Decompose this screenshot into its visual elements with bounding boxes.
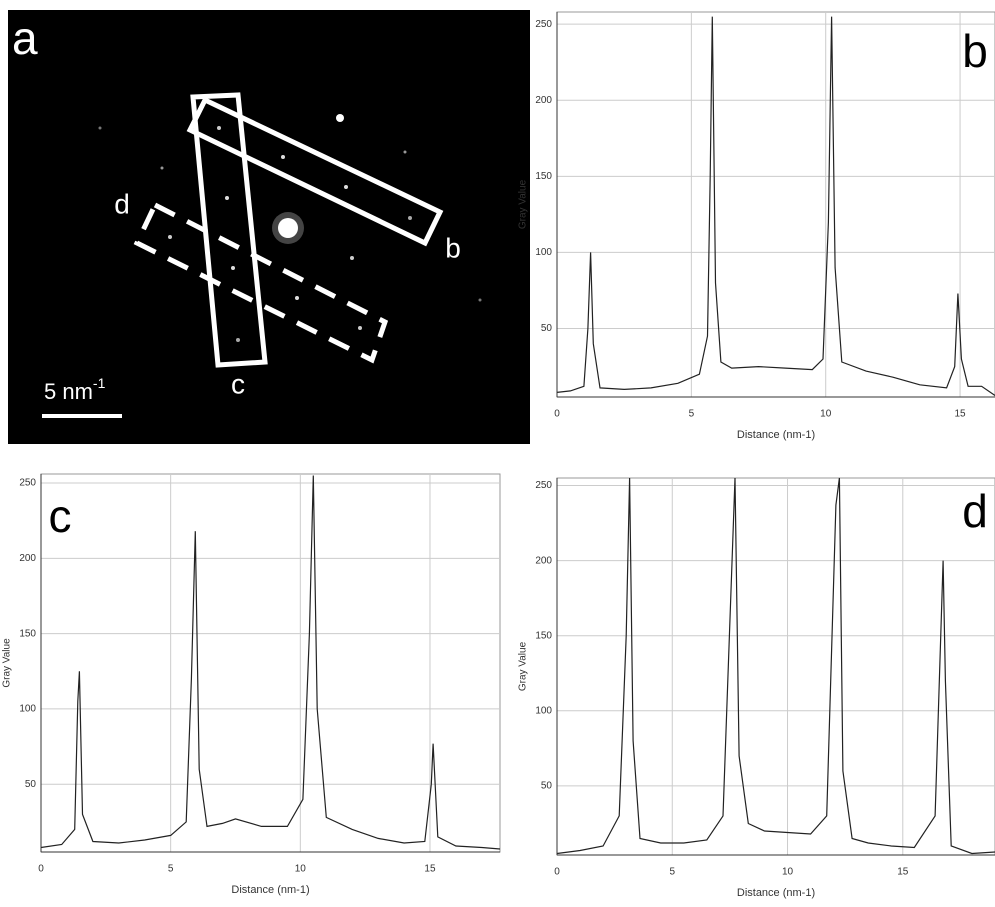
x-tick-label: 10 (820, 409, 832, 420)
x-axis-label: Distance (nm-1) (737, 887, 815, 899)
scale-bar (42, 414, 122, 418)
x-tick-label: 5 (689, 409, 695, 420)
spot (225, 196, 229, 200)
y-tick-label: 150 (535, 630, 552, 641)
y-tick-label: 250 (19, 478, 36, 489)
image-background (8, 10, 530, 444)
panel-label: b (962, 25, 988, 77)
spot (295, 296, 299, 300)
x-tick-label: 5 (669, 867, 675, 878)
y-tick-label: 50 (541, 781, 553, 792)
spot (278, 218, 298, 238)
spot (160, 166, 164, 170)
y-axis-label: Gray Value (518, 641, 529, 691)
spot (344, 185, 348, 189)
x-tick-label: 15 (424, 864, 436, 875)
y-tick-label: 200 (19, 553, 36, 564)
y-tick-label: 50 (25, 779, 37, 790)
roi-label: c (231, 368, 245, 399)
roi-box (190, 92, 268, 368)
y-axis-label: Gray Value (2, 638, 13, 688)
y-tick-label: 200 (535, 555, 552, 566)
y-tick-label: 100 (535, 247, 552, 258)
x-axis-label: Distance (nm-1) (737, 429, 815, 441)
spot (217, 126, 221, 130)
y-tick-label: 100 (19, 704, 36, 715)
profile-line (40, 475, 501, 850)
roi-label: b (445, 232, 461, 263)
spot (168, 235, 172, 239)
plot-area (556, 477, 995, 856)
x-axis-label: Distance (nm-1) (231, 884, 309, 896)
roi-label: d (114, 188, 130, 219)
roi-box (133, 201, 389, 364)
y-tick-label: 100 (535, 705, 552, 716)
spot (403, 150, 407, 154)
spot (98, 126, 102, 130)
spot (231, 266, 235, 270)
scale-bar-exponent: -1 (93, 375, 106, 391)
x-tick-label: 15 (897, 867, 909, 878)
y-tick-label: 200 (535, 95, 552, 106)
panel-label: a (12, 12, 38, 64)
spot (281, 155, 285, 159)
x-tick-label: 5 (168, 864, 174, 875)
panel-label: c (49, 490, 72, 542)
spot (236, 338, 240, 342)
x-tick-label: 0 (554, 867, 560, 878)
diffraction-image: a b c d 5 nm-1 (8, 10, 530, 444)
spot (408, 216, 412, 220)
y-tick-label: 250 (535, 19, 552, 30)
y-tick-label: 50 (541, 323, 553, 334)
x-tick-label: 0 (554, 409, 560, 420)
plot-area (40, 473, 501, 853)
scale-bar-text: 5 nm (44, 379, 93, 404)
scale-bar-label: 5 nm-1 (44, 375, 106, 404)
y-tick-label: 150 (535, 171, 552, 182)
profile-line (556, 477, 995, 855)
x-tick-label: 10 (782, 867, 794, 878)
x-tick-label: 0 (38, 864, 44, 875)
plot-area (556, 11, 995, 398)
spot (358, 326, 362, 330)
spot (350, 256, 354, 260)
y-axis-label: Gray Value (518, 179, 529, 229)
spot (478, 298, 482, 302)
x-tick-label: 10 (295, 864, 307, 875)
spot (336, 114, 344, 122)
profile-line (556, 16, 995, 396)
y-tick-label: 250 (535, 480, 552, 491)
panel-label: d (962, 485, 988, 537)
x-tick-label: 15 (955, 409, 967, 420)
y-tick-label: 150 (19, 628, 36, 639)
